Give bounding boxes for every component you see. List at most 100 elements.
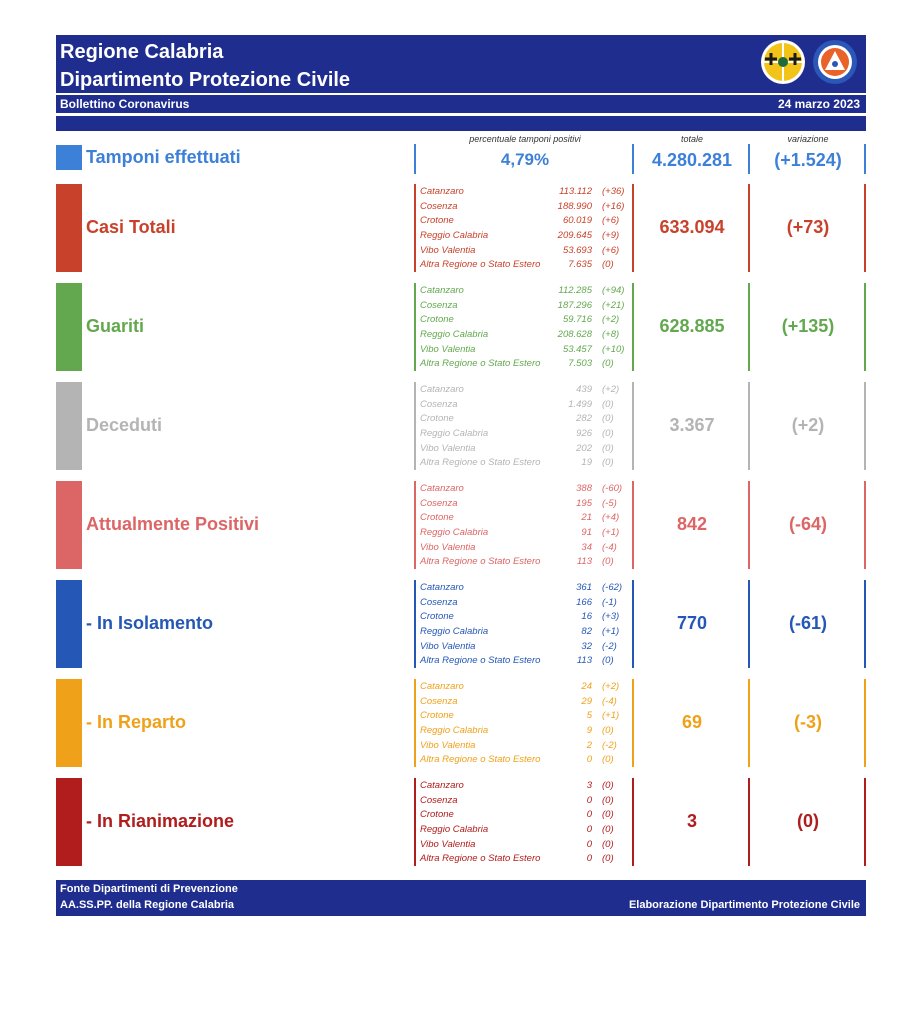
province-name: Crotone — [420, 809, 454, 821]
province-value: 7.503 — [568, 358, 592, 370]
province-delta: (0) — [602, 853, 614, 865]
province-value: 1.499 — [568, 398, 592, 410]
province-delta: (0) — [602, 754, 614, 766]
province-value: 91 — [581, 527, 592, 539]
province-delta: (0) — [602, 259, 614, 271]
province-name: Crotone — [420, 314, 454, 326]
province-name: Crotone — [420, 413, 454, 425]
province-value: 0 — [586, 754, 592, 766]
province-name: Catanzaro — [420, 582, 464, 593]
province-row: Vibo Valentia 2 (-2) — [420, 739, 630, 754]
province-delta: (-62) — [602, 582, 623, 593]
divider — [632, 778, 634, 866]
divider — [632, 580, 634, 668]
province-name: Cosenza — [420, 200, 458, 212]
province-delta: (-4) — [602, 541, 617, 553]
province-value: 112.285 — [558, 285, 592, 296]
province-row: Catanzaro 24 (+2) — [420, 680, 630, 695]
divider — [864, 481, 866, 569]
province-name: Cosenza — [420, 398, 458, 410]
province-delta: (+1) — [602, 710, 620, 722]
province-row: Reggio Calabria 82 (+1) — [420, 625, 630, 640]
province-delta: (0) — [602, 824, 614, 836]
province-row: Crotone 0 (0) — [420, 808, 630, 823]
divider — [414, 580, 416, 668]
province-name: Cosenza — [420, 497, 458, 509]
province-name: Vibo Valentia — [420, 739, 476, 751]
province-name: Catanzaro — [420, 285, 464, 296]
province-delta: (+1) — [602, 527, 620, 539]
province-delta: (0) — [602, 398, 614, 410]
isolamento-variation: (-61) — [788, 613, 827, 633]
province-delta: (-60) — [602, 483, 623, 494]
province-delta: (+36) — [602, 186, 625, 197]
province-row: Altra Regione o Stato Estero 7.503 (0) — [420, 357, 630, 372]
province-delta: (+2) — [602, 384, 620, 395]
province-row: Crotone 60.019 (+6) — [420, 214, 630, 229]
reparto-color-bar — [56, 679, 82, 767]
province-row: Cosenza 188.990 (+16) — [420, 200, 630, 215]
province-row: Crotone 59.716 (+2) — [420, 313, 630, 328]
bulletin-title: Bollettino Coronavirus — [60, 97, 190, 111]
province-name: Vibo Valentia — [420, 244, 476, 256]
province-name: Altra Regione o Stato Estero — [420, 655, 541, 667]
positivi-province-table: Catanzaro 388 (-60) Cosenza 195 (-5) Crotone 21… — [420, 482, 630, 570]
province-row: Vibo Valentia 53.457 (+10) — [420, 343, 630, 358]
logos — [760, 39, 858, 85]
province-delta: (+6) — [602, 215, 620, 227]
province-name: Reggio Calabria — [420, 329, 489, 341]
province-delta: (+9) — [602, 230, 620, 242]
isolamento-color-bar — [56, 580, 82, 668]
province-row: Reggio Calabria 0 (0) — [420, 823, 630, 838]
province-value: 188.990 — [557, 200, 592, 212]
province-row: Vibo Valentia 202 (0) — [420, 442, 630, 457]
casi-province-table: Catanzaro 113.112 (+36) Cosenza 188.990 (+16)… — [420, 185, 630, 273]
divider — [864, 382, 866, 470]
divider — [414, 679, 416, 767]
rianimazione-label: - In Rianimazione — [86, 811, 235, 831]
province-row: Vibo Valentia 0 (0) — [420, 838, 630, 853]
province-row: Altra Regione o Stato Estero 0 (0) — [420, 753, 630, 768]
province-name: Catanzaro — [420, 483, 464, 494]
province-delta: (-5) — [602, 497, 617, 509]
province-value: 0 — [586, 838, 592, 850]
deceduti-province-table: Catanzaro 439 (+2) Cosenza 1.499 (0) Crotone 28… — [420, 383, 630, 471]
province-value: 0 — [586, 853, 592, 865]
divider — [632, 679, 634, 767]
province-row: Reggio Calabria 9 (0) — [420, 724, 630, 739]
province-name: Cosenza — [420, 299, 458, 311]
tamponi-total: 4.280.281 — [651, 150, 733, 170]
deceduti-variation: (+2) — [791, 415, 825, 435]
tamponi-positivity-pct: 4,79% — [500, 150, 550, 169]
province-row: Cosenza 29 (-4) — [420, 695, 630, 710]
divider — [748, 184, 750, 272]
divider — [414, 144, 416, 174]
rianimazione-total: 3 — [686, 811, 697, 831]
province-row: Crotone 282 (0) — [420, 412, 630, 427]
province-name: Altra Regione o Stato Estero — [420, 556, 541, 568]
province-delta: (0) — [602, 413, 614, 425]
guariti-variation: (+135) — [781, 316, 835, 336]
divider — [414, 481, 416, 569]
positivi-color-bar — [56, 481, 82, 569]
province-value: 24 — [581, 681, 592, 692]
province-delta: (+94) — [602, 285, 625, 296]
isolamento-province-table: Catanzaro 361 (-62) Cosenza 166 (-1) Crotone 16… — [420, 581, 630, 669]
province-value: 0 — [586, 794, 592, 806]
footer-source-line1: Fonte Dipartimenti di Prevenzione — [60, 883, 238, 895]
separator-bar — [56, 116, 866, 131]
divider — [748, 481, 750, 569]
province-name: Vibo Valentia — [420, 640, 476, 652]
divider — [864, 679, 866, 767]
bulletin-date: 24 marzo 2023 — [777, 97, 860, 111]
casi-label: Casi Totali — [86, 217, 176, 237]
province-value: 926 — [576, 428, 592, 440]
province-delta: (-1) — [602, 596, 617, 608]
isolamento-total: 770 — [676, 613, 708, 633]
province-row: Cosenza 187.296 (+21) — [420, 299, 630, 314]
total-column-header: totale — [680, 134, 704, 144]
province-value: 0 — [586, 809, 592, 821]
province-row: Catanzaro 3 (0) — [420, 779, 630, 794]
casi-total: 633.094 — [659, 217, 725, 237]
reparto-variation: (-3) — [794, 712, 822, 732]
